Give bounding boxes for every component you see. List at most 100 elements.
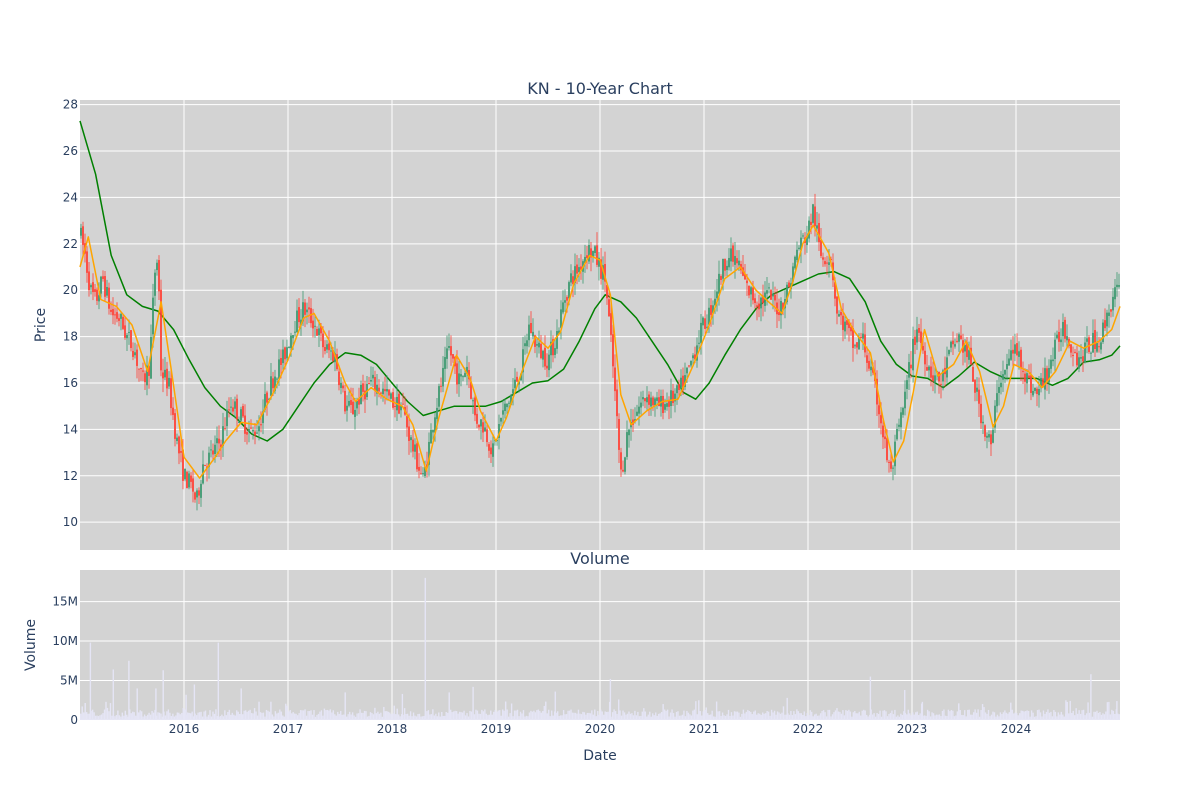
- volume-bar: [659, 713, 661, 720]
- volume-bar: [1050, 711, 1052, 720]
- candle-body: [608, 299, 610, 317]
- volume-bar: [815, 713, 817, 720]
- volume-bar: [291, 713, 293, 720]
- candle-body: [1096, 343, 1098, 352]
- candle-body: [266, 392, 268, 403]
- volume-bar: [154, 709, 156, 720]
- volume-bar: [423, 715, 425, 720]
- volume-bar: [83, 712, 85, 720]
- candle-body: [120, 313, 122, 319]
- candle-body: [108, 287, 110, 309]
- candle-body: [1072, 355, 1074, 357]
- candle-body: [436, 407, 438, 420]
- volume-bar: [188, 712, 190, 720]
- volume-bar: [1036, 710, 1039, 720]
- candle-body: [1054, 339, 1056, 360]
- volume-bar: [88, 713, 91, 720]
- candle-body: [448, 346, 450, 348]
- price-ytick-label: 22: [63, 237, 78, 251]
- candle-body: [110, 309, 112, 312]
- candle-body: [210, 449, 212, 451]
- candle-body: [846, 320, 848, 325]
- volume-bar: [195, 715, 198, 720]
- volume-bar: [1109, 714, 1112, 720]
- volume-bar: [634, 710, 636, 720]
- volume-bar: [917, 715, 920, 720]
- candle-body: [288, 346, 290, 348]
- volume-bar: [210, 716, 213, 720]
- candle-body: [738, 260, 740, 266]
- candle-body: [878, 405, 880, 415]
- volume-bar: [493, 711, 495, 720]
- candle-body: [968, 350, 970, 360]
- candle-body: [154, 272, 156, 296]
- candle-body: [1110, 309, 1112, 312]
- volume-bar: [987, 709, 990, 720]
- candle-body: [152, 297, 154, 335]
- volume-bar: [397, 714, 400, 720]
- candle-body: [576, 264, 578, 274]
- candle-body: [744, 274, 746, 280]
- volume-bar: [1005, 712, 1008, 720]
- volume-bar: [1075, 708, 1077, 720]
- volume-bar: [233, 714, 235, 720]
- candle-body: [910, 364, 912, 369]
- candle-body: [330, 350, 332, 352]
- x-tick-label: 2024: [1001, 722, 1032, 736]
- candle-body: [826, 262, 828, 264]
- candle-body: [588, 245, 590, 262]
- volume-bar: [224, 710, 226, 720]
- candle-body: [956, 340, 958, 342]
- candle-body: [162, 372, 164, 379]
- volume-bar: [524, 716, 526, 720]
- candle-body: [678, 384, 680, 391]
- candle-body: [360, 384, 362, 405]
- volume-bar: [1091, 716, 1094, 720]
- candle-body: [318, 328, 320, 336]
- candle-body: [954, 344, 956, 347]
- volume-bar: [374, 707, 376, 720]
- volume-bar: [1013, 713, 1015, 720]
- volume-bar: [770, 709, 773, 720]
- volume-ytick-label: 10M: [52, 634, 78, 648]
- volume-bar: [811, 711, 813, 720]
- volume-bar: [644, 711, 647, 720]
- candle-body: [508, 402, 510, 404]
- volume-bar-spike: [344, 692, 346, 720]
- candle-body: [358, 399, 360, 405]
- candle-body: [522, 349, 524, 373]
- candle-body: [516, 376, 518, 382]
- volume-bar: [649, 711, 651, 720]
- volume-bar: [421, 716, 424, 720]
- candle-body: [904, 391, 906, 409]
- candle-body: [1074, 351, 1076, 353]
- x-tick-label: 2021: [689, 722, 720, 736]
- volume-bar: [660, 712, 663, 720]
- volume-bar: [276, 713, 278, 720]
- volume-bar: [299, 710, 302, 720]
- volume-bar: [579, 713, 581, 720]
- candle-body: [160, 289, 162, 371]
- volume-bar: [574, 712, 577, 720]
- volume-bar: [843, 715, 846, 720]
- volume-bar: [288, 711, 290, 720]
- candle-body: [696, 345, 698, 361]
- candle-body: [816, 225, 818, 229]
- candle-body: [834, 282, 836, 299]
- volume-bar: [855, 713, 857, 720]
- candle-body: [554, 348, 556, 355]
- price-ytick-label: 20: [63, 283, 78, 297]
- candle-body: [1016, 343, 1018, 356]
- candle-body: [604, 263, 606, 282]
- candle-body: [94, 289, 96, 292]
- volume-bar: [307, 711, 309, 720]
- volume-bar: [140, 711, 143, 720]
- volume-bar: [329, 709, 332, 720]
- volume-bar: [803, 711, 805, 720]
- candle-body: [914, 336, 916, 345]
- candle-body: [1028, 375, 1030, 379]
- volume-bar: [482, 711, 485, 720]
- volume-bar-spike: [401, 693, 404, 720]
- candle-body: [556, 331, 558, 349]
- volume-bar: [1011, 709, 1013, 720]
